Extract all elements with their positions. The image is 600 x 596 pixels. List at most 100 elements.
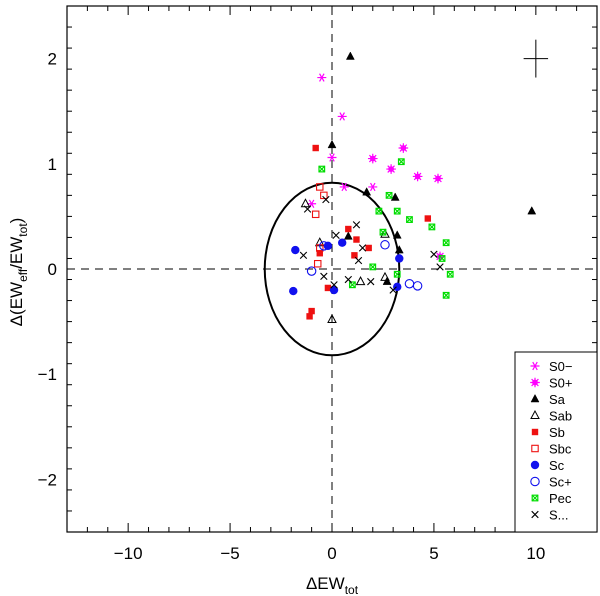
legend-marker <box>530 393 540 403</box>
marker-box <box>438 255 446 262</box>
marker-box <box>375 207 383 215</box>
marker-rays <box>393 270 401 278</box>
data-point <box>327 153 337 162</box>
data-point <box>355 276 366 286</box>
marker-box <box>442 239 450 247</box>
data-point <box>442 291 450 299</box>
series-star8 <box>367 143 445 262</box>
legend-marker <box>531 510 539 519</box>
marker-rays <box>412 171 423 182</box>
series-circle <box>289 238 404 296</box>
data-point <box>380 240 390 250</box>
marker-rays <box>386 164 396 174</box>
marker-rays <box>406 216 413 223</box>
legend-box <box>514 351 598 533</box>
data-point <box>348 281 356 289</box>
x-axis-label-sub: tot <box>345 583 359 596</box>
data-point <box>442 239 450 247</box>
y-axis-label-main: Δ(EW <box>7 282 26 326</box>
data-point <box>404 278 415 289</box>
marker-rays <box>428 223 436 231</box>
data-point <box>438 255 446 262</box>
data-point <box>289 286 298 296</box>
data-points <box>289 51 537 323</box>
data-point <box>313 259 322 268</box>
marker-box <box>397 158 405 166</box>
x-axis-label: ΔEWtot <box>306 574 359 596</box>
y-axis-label: Δ(EWeff/EWtot) <box>7 218 30 327</box>
series-star6 <box>307 73 378 208</box>
y-tick-label: −2 <box>38 470 57 489</box>
marker-rays <box>438 255 446 262</box>
data-point <box>527 206 537 215</box>
data-point <box>351 252 358 259</box>
data-point <box>352 221 361 229</box>
data-point <box>393 282 402 292</box>
data-point <box>380 228 390 238</box>
data-point <box>306 313 313 320</box>
data-point <box>369 263 377 271</box>
data-point <box>320 272 328 281</box>
legend-marker <box>530 460 540 470</box>
marker-box <box>428 223 436 231</box>
data-point <box>300 198 311 208</box>
series-cross <box>299 195 444 294</box>
legend-label: S0+ <box>549 376 573 391</box>
y-axis-label-mid: /EW <box>7 237 26 269</box>
data-point <box>385 191 393 199</box>
data-point <box>395 254 404 263</box>
data-point <box>406 216 413 223</box>
data-point <box>330 281 338 289</box>
data-point <box>380 271 390 281</box>
series-square <box>306 144 432 320</box>
marker-box <box>393 270 401 278</box>
series-triangle <box>327 51 537 285</box>
data-point <box>398 143 409 153</box>
data-point <box>379 228 387 236</box>
marker-rays <box>442 291 450 299</box>
data-point <box>329 285 339 295</box>
marker-rays <box>531 494 539 502</box>
axis-ticks <box>66 5 598 533</box>
legend-label: Sa <box>549 392 566 407</box>
marker-rays <box>379 228 387 236</box>
data-point <box>367 153 378 164</box>
data-point <box>291 245 300 255</box>
data-point <box>390 192 400 201</box>
marker-box <box>348 281 356 289</box>
data-point <box>320 191 328 200</box>
marker-box <box>393 207 401 215</box>
data-point <box>436 263 444 271</box>
legend-marker <box>531 428 539 436</box>
data-point <box>322 195 330 204</box>
marker-box <box>318 165 326 173</box>
data-point <box>428 223 436 231</box>
legend-label: Sbc <box>549 442 572 457</box>
marker-box <box>446 270 454 278</box>
y-axis-label-sub2: tot <box>16 223 30 237</box>
legend-label: S... <box>549 508 569 523</box>
data-point <box>393 207 401 215</box>
error-bar-layer <box>523 39 549 78</box>
data-point <box>358 244 367 252</box>
ellipse-layer <box>263 181 401 357</box>
marker-rays <box>446 270 454 278</box>
data-point <box>319 241 329 251</box>
y-tick-label: −1 <box>38 365 57 384</box>
x-tick-label: 10 <box>526 544 545 563</box>
legend-marker <box>530 361 540 371</box>
data-point <box>446 270 454 278</box>
data-point <box>353 236 360 243</box>
x-tick-label: 5 <box>429 544 438 563</box>
y-tick-label: 1 <box>48 155 57 174</box>
data-point <box>311 210 320 219</box>
data-point <box>412 171 423 182</box>
marker-rays <box>442 239 450 247</box>
x-tick-label: 0 <box>327 544 336 563</box>
data-point <box>316 183 324 191</box>
data-point <box>375 207 383 215</box>
legend-marker <box>530 476 540 487</box>
error-ellipse <box>263 181 401 357</box>
